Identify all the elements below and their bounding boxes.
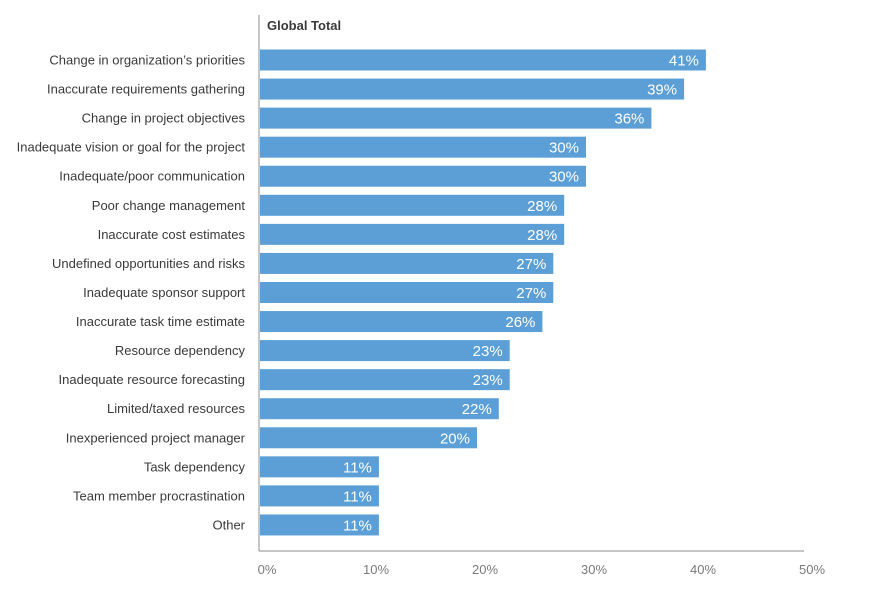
bar-value-label: 30% — [549, 140, 579, 157]
category-label: Inexperienced project manager — [66, 430, 246, 445]
bar — [260, 485, 379, 507]
category-label: Resource dependency — [115, 343, 246, 358]
x-tick-label: 40% — [690, 562, 716, 577]
bar-value-label: 27% — [516, 285, 546, 302]
x-tick-label: 20% — [472, 562, 498, 577]
category-label: Inadequate vision or goal for the projec… — [17, 140, 246, 155]
bar-value-label: 36% — [614, 111, 644, 128]
category-label: Change in project objectives — [82, 111, 246, 126]
bar — [260, 223, 565, 245]
bar-value-label: 20% — [440, 430, 470, 447]
bar-value-label: 30% — [549, 169, 579, 186]
chart-title: Global Total — [267, 18, 341, 33]
category-label: Inaccurate cost estimates — [98, 227, 246, 242]
bar-value-label: 23% — [473, 372, 503, 389]
bar — [260, 49, 706, 71]
bar — [260, 340, 510, 362]
bar-value-label: 23% — [473, 343, 503, 360]
category-label: Poor change management — [92, 198, 246, 213]
bar — [260, 514, 379, 536]
category-label: Change in organization’s priorities — [49, 53, 245, 68]
category-label: Undefined opportunities and risks — [52, 256, 245, 271]
bar-value-label: 11% — [343, 488, 372, 505]
bar-value-label: 11% — [343, 459, 372, 476]
bar — [260, 398, 499, 420]
bar — [260, 369, 510, 391]
bar-value-label: 11% — [343, 517, 372, 534]
x-tick-label: 50% — [799, 562, 825, 577]
category-label: Inadequate resource forecasting — [59, 372, 245, 387]
bar — [260, 311, 543, 333]
category-label: Inadequate/poor communication — [59, 169, 245, 184]
bar-value-label: 27% — [516, 256, 546, 273]
bar — [260, 194, 565, 216]
bar — [260, 281, 554, 303]
bar-value-label: 39% — [647, 82, 677, 99]
bar-value-label: 26% — [505, 314, 535, 331]
bar — [260, 78, 685, 100]
bar — [260, 136, 586, 158]
category-label: Team member procrastination — [73, 488, 245, 503]
x-tick-label: 0% — [258, 562, 277, 577]
bar — [260, 427, 477, 449]
category-label: Limited/taxed resources — [107, 401, 246, 416]
bar-value-label: 41% — [669, 53, 699, 70]
bar — [260, 252, 554, 274]
bar — [260, 456, 379, 478]
bar — [260, 165, 586, 187]
category-label: Task dependency — [144, 459, 246, 474]
x-tick-label: 30% — [581, 562, 607, 577]
bar — [260, 107, 652, 129]
bar-value-label: 22% — [462, 401, 492, 418]
x-tick-label: 10% — [363, 562, 389, 577]
category-label: Inaccurate task time estimate — [76, 314, 245, 329]
category-label: Inaccurate requirements gathering — [47, 82, 245, 97]
bar-value-label: 28% — [527, 227, 557, 244]
category-label: Other — [212, 517, 245, 532]
bar-value-label: 28% — [527, 198, 557, 215]
category-label: Inadequate sponsor support — [83, 285, 245, 300]
